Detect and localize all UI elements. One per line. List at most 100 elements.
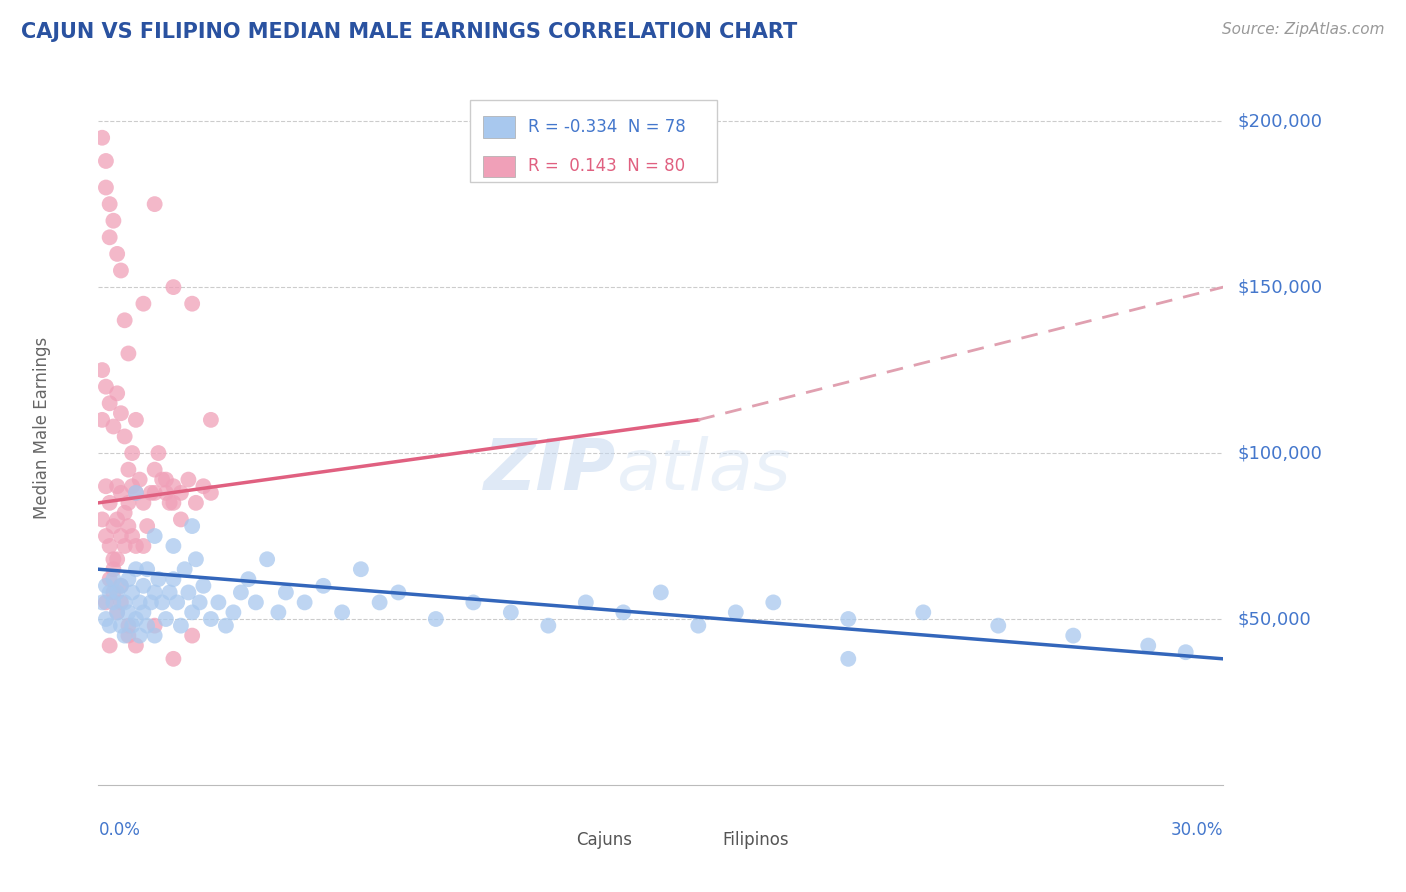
Point: [125, 486, 148, 500]
Point: [162, 572, 184, 586]
Point: [103, 519, 125, 533]
Point: [110, 529, 132, 543]
Point: [128, 595, 150, 609]
Point: [184, 552, 207, 566]
Point: [121, 479, 143, 493]
Point: [463, 595, 485, 609]
Point: [125, 413, 148, 427]
Point: [837, 652, 859, 666]
Point: [91, 413, 114, 427]
Point: [350, 562, 373, 576]
Point: [499, 606, 522, 620]
FancyBboxPatch shape: [484, 155, 515, 177]
Point: [143, 463, 166, 477]
Point: [114, 313, 136, 327]
Point: [181, 519, 204, 533]
Point: [117, 463, 139, 477]
Point: [125, 612, 148, 626]
Point: [125, 486, 148, 500]
Point: [162, 479, 184, 493]
Point: [162, 539, 184, 553]
Point: [105, 247, 128, 261]
Point: [150, 473, 173, 487]
FancyBboxPatch shape: [470, 100, 717, 182]
Point: [125, 539, 148, 553]
Point: [114, 429, 136, 443]
Text: $50,000: $50,000: [1237, 610, 1310, 628]
Point: [1062, 629, 1084, 643]
Point: [229, 585, 252, 599]
Point: [98, 639, 121, 653]
Point: [177, 473, 200, 487]
Point: [688, 618, 710, 632]
Point: [170, 512, 193, 526]
Point: [139, 595, 162, 609]
Point: [166, 595, 188, 609]
Point: [162, 652, 184, 666]
Point: [105, 386, 128, 401]
Point: [105, 606, 128, 620]
Point: [148, 446, 170, 460]
Point: [188, 595, 211, 609]
Point: [612, 606, 634, 620]
Point: [143, 197, 166, 211]
Point: [94, 180, 117, 194]
Point: [148, 572, 170, 586]
Point: [105, 552, 128, 566]
Point: [136, 618, 159, 632]
Point: [117, 346, 139, 360]
Point: [110, 595, 132, 609]
Point: [132, 579, 155, 593]
Point: [94, 479, 117, 493]
Point: [114, 629, 136, 643]
Point: [132, 539, 155, 553]
Point: [110, 618, 132, 632]
Text: Cajuns: Cajuns: [576, 831, 633, 849]
Point: [110, 579, 132, 593]
Point: [200, 413, 222, 427]
Point: [143, 486, 166, 500]
Point: [170, 486, 193, 500]
Point: [238, 572, 260, 586]
Point: [103, 419, 125, 434]
Point: [312, 579, 335, 593]
FancyBboxPatch shape: [484, 116, 515, 137]
Point: [117, 606, 139, 620]
Point: [837, 612, 859, 626]
Point: [155, 612, 177, 626]
Point: [98, 572, 121, 586]
Text: 30.0%: 30.0%: [1171, 821, 1223, 838]
Point: [200, 612, 222, 626]
Point: [159, 585, 181, 599]
Text: ZIP: ZIP: [484, 436, 616, 506]
Point: [117, 629, 139, 643]
Text: 0.0%: 0.0%: [98, 821, 141, 838]
Text: Filipinos: Filipinos: [723, 831, 789, 849]
Point: [121, 618, 143, 632]
Text: Median Male Earnings: Median Male Earnings: [34, 337, 51, 519]
Point: [193, 579, 215, 593]
Point: [143, 618, 166, 632]
Point: [132, 606, 155, 620]
FancyBboxPatch shape: [689, 831, 714, 849]
Point: [98, 230, 121, 244]
Point: [91, 130, 114, 145]
Point: [724, 606, 747, 620]
Point: [162, 496, 184, 510]
Point: [650, 585, 672, 599]
Point: [110, 263, 132, 277]
Point: [103, 572, 125, 586]
Point: [103, 562, 125, 576]
Text: $200,000: $200,000: [1237, 112, 1322, 130]
Point: [94, 612, 117, 626]
Point: [117, 519, 139, 533]
Point: [132, 296, 155, 310]
Point: [537, 618, 560, 632]
Point: [110, 579, 132, 593]
Point: [136, 562, 159, 576]
FancyBboxPatch shape: [543, 831, 568, 849]
Point: [114, 506, 136, 520]
Point: [245, 595, 267, 609]
Point: [136, 519, 159, 533]
Point: [94, 153, 117, 168]
